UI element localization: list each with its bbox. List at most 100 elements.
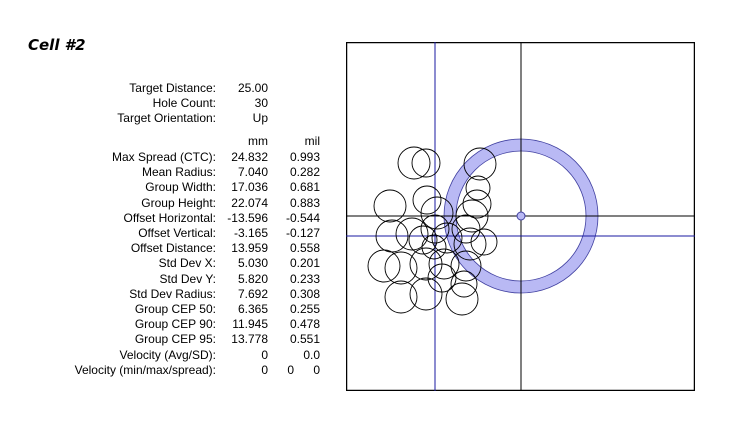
stat-row: Offset Horizontal: -13.596 -0.544 <box>0 211 322 226</box>
stat-label: Group Height: <box>141 195 216 210</box>
stat-label: Offset Horizontal: <box>123 210 216 225</box>
stat-row: Group Height: 22.074 0.883 <box>0 196 322 211</box>
bullet-hole <box>412 185 442 215</box>
bullet-hole <box>373 189 407 223</box>
stat-value-mm: 11.945 <box>232 317 268 332</box>
bullet-hole <box>408 225 438 255</box>
stat-label: Target Orientation: <box>117 111 216 125</box>
bullet-hole <box>395 217 429 251</box>
unit-header-row: mm mil <box>0 134 322 149</box>
bullet-hole <box>463 147 497 181</box>
stat-row-target-orientation: Target Orientation: Up <box>0 111 270 126</box>
stat-value-mm: 13.778 <box>231 332 268 347</box>
stat-row-target-distance: Target Distance: 25.00 <box>0 81 270 96</box>
velocity-min: 0 <box>261 363 268 377</box>
stat-label: Hole Count: <box>152 96 216 110</box>
stat-row: Std Dev Y: 5.820 0.233 <box>0 272 322 287</box>
velocity-spread: 0 <box>313 363 320 377</box>
stat-value-mm: 0 <box>261 347 268 362</box>
stat-label: Group CEP 90: <box>134 317 216 332</box>
target-center-dot <box>516 211 526 221</box>
stat-row: Group Width: 17.036 0.681 <box>0 180 322 195</box>
stat-value-mm: 7.040 <box>237 165 268 180</box>
stat-row-velocity-minmax: Velocity (min/max/spread): 0 0 0 <box>0 363 322 378</box>
stat-value-mm: 22.074 <box>231 195 268 210</box>
stat-label: Velocity (Avg/SD): <box>119 347 216 362</box>
stat-label: Target Distance: <box>129 81 216 95</box>
target-plot <box>346 42 695 391</box>
stat-value-mm: 17.036 <box>231 180 268 195</box>
stat-value-mm: 5.030 <box>237 256 268 271</box>
bullet-hole <box>465 175 491 201</box>
stat-label: Offset Distance: <box>130 241 216 256</box>
stat-value-mil: 0.233 <box>289 271 320 286</box>
bullet-hole <box>384 280 418 314</box>
unit-header-mm: mm <box>248 134 268 148</box>
stat-value-mil: 0.551 <box>289 332 320 347</box>
stat-value-mil: -0.127 <box>285 226 320 240</box>
stat-row: Velocity (Avg/SD): 0 0.0 <box>0 348 322 363</box>
bullet-hole <box>420 214 450 244</box>
stat-value-mil: 0.308 <box>289 286 320 301</box>
bullet-hole <box>384 251 418 285</box>
stat-row: Group CEP 95: 13.778 0.551 <box>0 332 322 347</box>
stat-value-mil: 0.478 <box>289 317 320 332</box>
stat-value-mil: 0.681 <box>289 180 320 195</box>
bullet-hole <box>421 234 447 260</box>
stat-label: Max Spread (CTC): <box>111 150 216 164</box>
bullet-hole <box>428 248 460 280</box>
stat-row: Mean Radius: 7.040 0.282 <box>0 165 322 180</box>
stat-value-mil: 0.201 <box>289 256 320 271</box>
stat-value-mm: 24.832 <box>231 150 268 164</box>
stat-row: Group CEP 90: 11.945 0.478 <box>0 317 322 332</box>
bullet-hole <box>455 199 489 233</box>
stat-value-mm: 7.692 <box>237 286 268 301</box>
stat-value: 25.00 <box>237 81 268 95</box>
stat-label: Velocity (min/max/spread): <box>74 363 216 377</box>
stat-value-mm: -3.165 <box>233 226 268 240</box>
stat-label: Mean Radius: <box>141 165 216 180</box>
bullet-hole <box>367 249 401 283</box>
stat-row: Group CEP 50: 6.365 0.255 <box>0 302 322 317</box>
stat-value: Up <box>252 111 268 125</box>
stat-row: Std Dev Radius: 7.692 0.308 <box>0 287 322 302</box>
stat-value-mil: 0.558 <box>289 241 320 256</box>
stat-row: Offset Distance: 13.959 0.558 <box>0 241 322 256</box>
bullet-hole <box>411 148 441 178</box>
cell-title: Cell #2 <box>28 36 86 54</box>
bullet-hole <box>451 214 481 244</box>
bullet-hole <box>470 228 498 256</box>
stat-label: Group CEP 50: <box>134 302 216 316</box>
bullet-hole <box>462 189 492 219</box>
stat-row-hole-count: Hole Count: 30 <box>0 96 270 111</box>
stat-row: Std Dev X: 5.030 0.201 <box>0 256 322 271</box>
velocity-max: 0 <box>287 363 294 377</box>
stat-label: Offset Vertical: <box>138 226 216 240</box>
stat-value-mil: 0.282 <box>289 165 320 180</box>
stat-value-mm: 5.820 <box>237 271 268 286</box>
stat-value-mil: 0.883 <box>289 195 320 210</box>
stat-value: 30 <box>254 96 268 110</box>
bullet-holes <box>367 146 498 316</box>
bullet-hole <box>397 146 431 180</box>
bullet-hole <box>445 282 479 316</box>
bullet-hole <box>420 196 454 230</box>
bullet-hole <box>450 270 478 298</box>
stat-row: Max Spread (CTC): 24.832 0.993 <box>0 150 322 165</box>
stat-value-mil: 0.993 <box>289 150 320 164</box>
stat-value-mil: 0.255 <box>289 302 320 316</box>
bullet-hole <box>453 227 487 261</box>
stat-value-mm: 6.365 <box>237 302 268 316</box>
stat-row: Offset Vertical: -3.165 -0.127 <box>0 226 322 241</box>
bullet-hole <box>431 222 463 254</box>
stat-value-mm: 13.959 <box>231 241 268 256</box>
bullet-hole <box>450 250 482 282</box>
stat-label: Group Width: <box>145 180 216 195</box>
stat-value-mil: -0.544 <box>285 210 320 225</box>
stat-value-mm: -13.596 <box>227 210 268 225</box>
stat-label: Std Dev X: <box>158 256 216 271</box>
bullet-hole <box>427 263 457 293</box>
stat-value-mil: 0.0 <box>303 347 320 362</box>
stat-label: Std Dev Radius: <box>129 286 216 301</box>
unit-header-mil: mil <box>304 134 320 148</box>
